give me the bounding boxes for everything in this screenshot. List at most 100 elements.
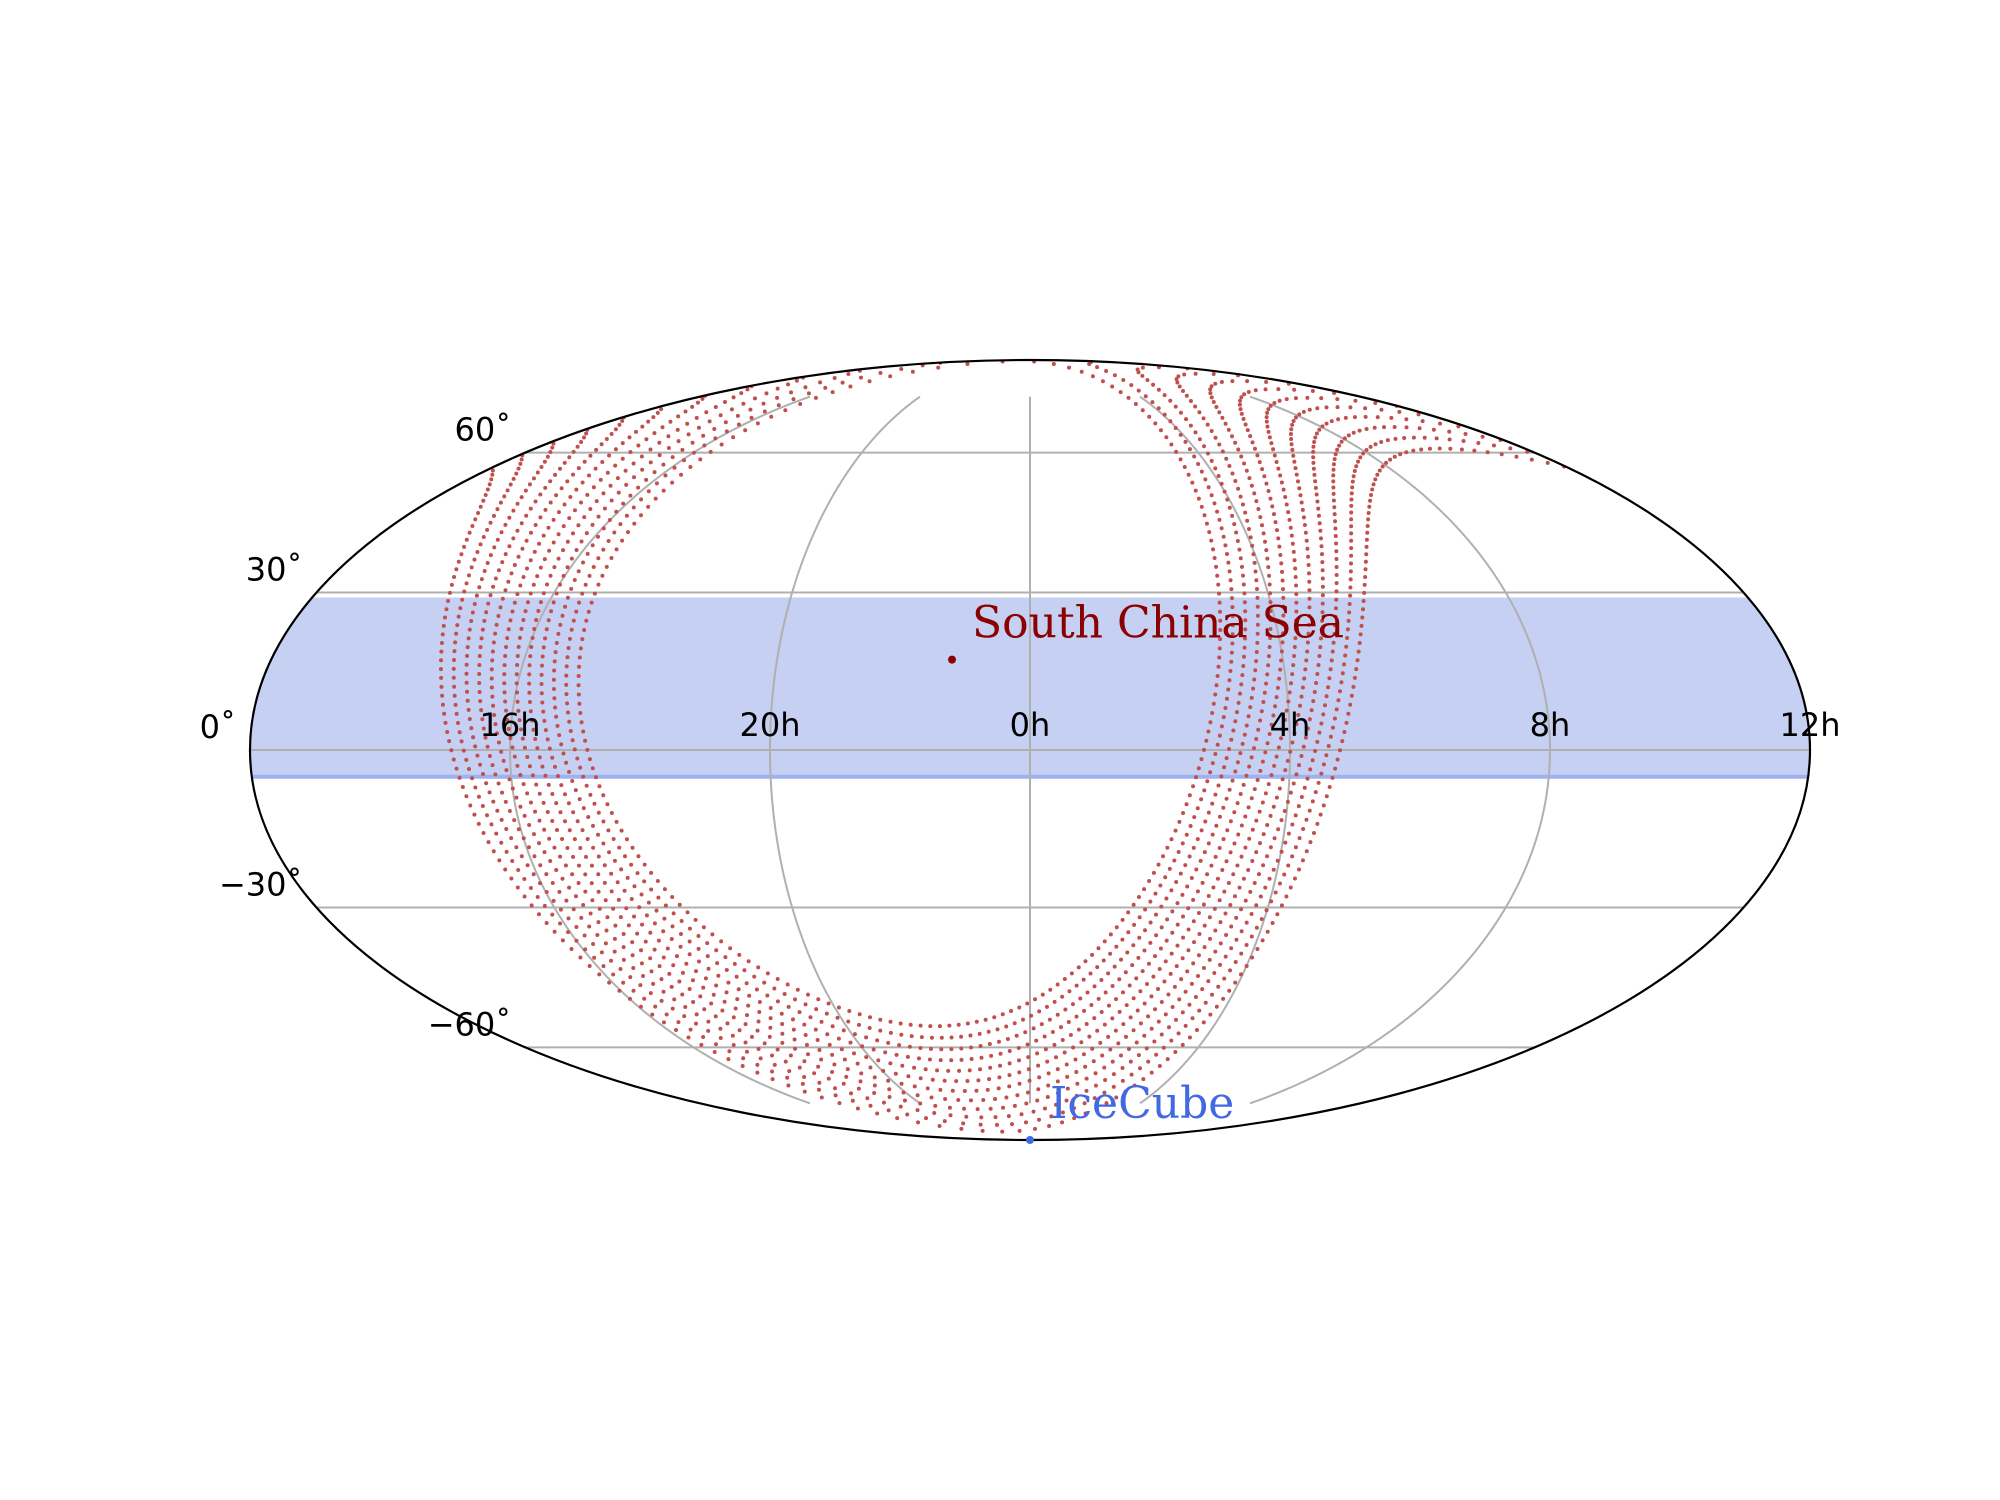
track-point <box>1190 480 1195 485</box>
track-point <box>1206 894 1211 899</box>
track-point <box>741 1056 746 1061</box>
track-point <box>1288 525 1293 530</box>
track-point <box>1026 1090 1030 1095</box>
track-point <box>581 806 586 811</box>
track-point <box>1055 1079 1060 1084</box>
track-point <box>591 485 596 490</box>
track-point <box>787 1069 792 1074</box>
track-point <box>1318 528 1323 533</box>
track-point <box>1201 1020 1206 1025</box>
track-point <box>623 854 628 859</box>
track-point <box>656 895 661 900</box>
track-point <box>1254 578 1259 583</box>
track-point <box>1514 454 1519 459</box>
track-point <box>657 964 662 969</box>
track-point <box>576 523 581 528</box>
track-point <box>621 945 626 950</box>
track-point <box>946 1068 951 1073</box>
track-point <box>527 482 532 487</box>
track-point <box>544 872 549 877</box>
track-point <box>491 640 496 645</box>
track-point <box>1120 917 1125 922</box>
track-point <box>1187 793 1192 798</box>
track-point <box>522 813 527 818</box>
track-point <box>556 532 561 537</box>
track-point <box>1245 518 1250 523</box>
track-point <box>1288 431 1293 436</box>
track-point <box>498 605 503 610</box>
track-point <box>1010 1122 1015 1127</box>
track-point <box>1079 1040 1084 1045</box>
track-point <box>1354 667 1359 672</box>
track-point <box>1242 645 1247 650</box>
track-point <box>841 1081 846 1086</box>
track-point <box>1222 765 1227 770</box>
track-point <box>555 828 559 833</box>
track-point <box>1366 517 1371 522</box>
track-point <box>1328 734 1333 739</box>
track-point <box>1472 448 1477 453</box>
track-point <box>1267 876 1272 881</box>
track-point <box>1135 367 1140 372</box>
track-point <box>499 840 504 845</box>
track-point <box>1339 680 1344 685</box>
track-point <box>817 1080 822 1085</box>
track-point <box>572 747 577 752</box>
track-point <box>510 858 515 863</box>
track-point <box>1345 627 1350 632</box>
track-point <box>685 910 690 915</box>
track-point <box>481 831 486 836</box>
track-point <box>1203 1000 1208 1005</box>
track-point <box>1168 398 1173 403</box>
track-point <box>856 1022 861 1027</box>
track-point <box>855 1061 860 1066</box>
track-point <box>1180 956 1185 961</box>
track-point <box>1206 979 1211 984</box>
track-point <box>1320 584 1325 589</box>
track-point <box>1148 940 1153 945</box>
track-point <box>1311 460 1316 465</box>
track-point <box>1017 1005 1022 1010</box>
track-point <box>819 1019 824 1024</box>
track-point <box>1112 964 1117 969</box>
track-point <box>716 973 721 978</box>
track-point <box>550 445 555 450</box>
track-point <box>1100 1053 1105 1058</box>
track-point <box>1271 867 1276 872</box>
track-point <box>593 775 598 780</box>
track-point <box>1266 489 1271 494</box>
track-point <box>1125 950 1130 955</box>
track-point <box>579 539 584 544</box>
track-point <box>574 548 579 553</box>
track-point <box>1114 997 1119 1002</box>
track-point <box>577 655 582 660</box>
track-point <box>1215 742 1220 747</box>
track-point <box>1219 724 1224 729</box>
track-point <box>551 686 556 691</box>
track-point <box>786 382 791 387</box>
track-point <box>1215 674 1220 679</box>
track-point <box>1229 596 1234 601</box>
track-point <box>1055 1090 1060 1095</box>
track-point <box>483 493 488 498</box>
track-point <box>1330 725 1335 730</box>
track-point <box>746 959 751 964</box>
track-point <box>620 538 625 543</box>
track-point <box>1106 1034 1111 1039</box>
track-point <box>510 786 515 791</box>
track-point <box>1249 483 1254 488</box>
track-point <box>698 457 703 462</box>
track-point <box>495 808 500 813</box>
track-point <box>723 420 728 425</box>
track-point <box>1135 1008 1140 1013</box>
track-point <box>524 513 529 518</box>
track-point <box>528 886 533 891</box>
track-point <box>607 980 612 985</box>
track-point <box>1177 384 1182 389</box>
track-point <box>1343 653 1348 658</box>
track-point <box>1348 702 1353 707</box>
track-point <box>1256 507 1261 512</box>
track-point <box>1229 587 1234 592</box>
track-point <box>1055 1012 1060 1017</box>
track-point <box>1131 943 1136 948</box>
